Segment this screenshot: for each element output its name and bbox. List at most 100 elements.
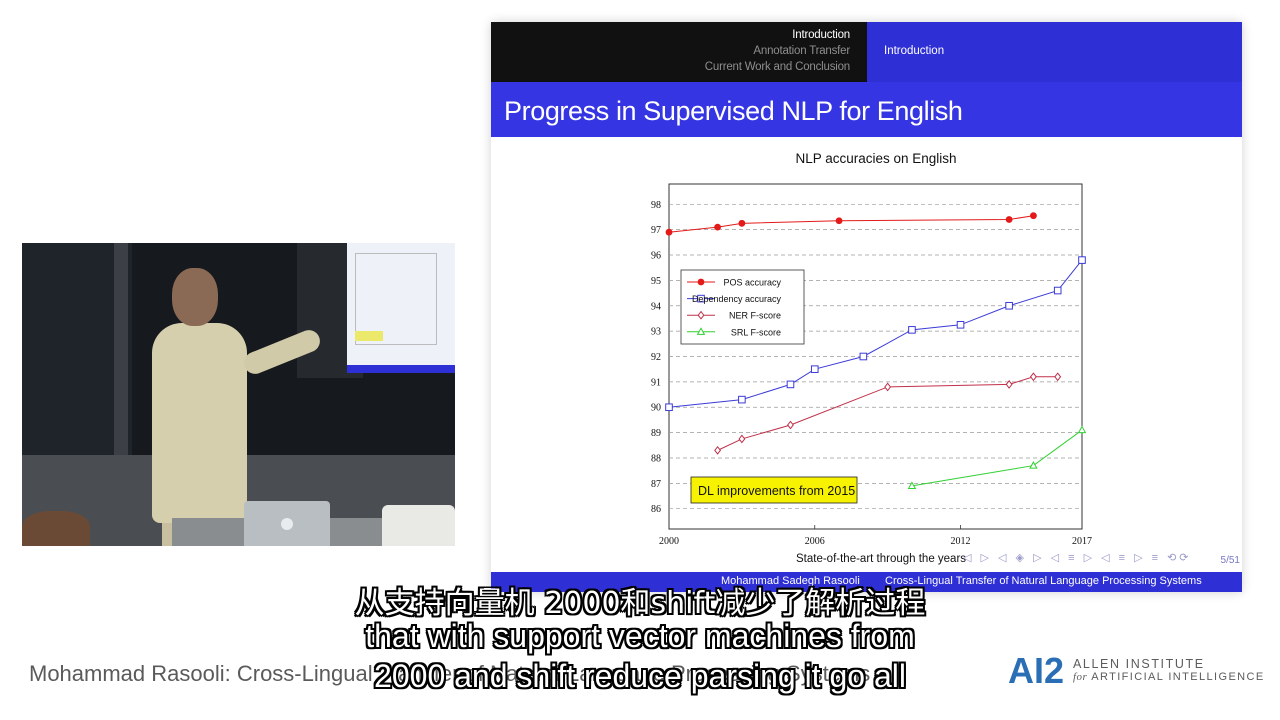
data-point [1005, 216, 1013, 223]
data-point [787, 420, 794, 430]
x-axis-ticks: 2000 2006 2012 2017 [659, 525, 1092, 547]
laptop-logo-icon [281, 518, 293, 530]
grid-lines [669, 203, 1082, 510]
slide-title-bar: Progress in Supervised NLP for English [491, 82, 1242, 137]
subtitle-english-line-1: that with support vector machines from [365, 618, 915, 654]
series-pos-accuracy [665, 212, 1037, 236]
data-point [665, 228, 673, 236]
y-tick-label: 95 [651, 276, 661, 287]
series-layer [665, 212, 1087, 489]
subtitle-english-line-2: 2000 and shift reduce parsing it go all [374, 658, 906, 694]
nav-item-current-work[interactable]: Current Work and Conclusion [704, 61, 850, 73]
legend-marker [697, 278, 705, 286]
y-tick-label: 97 [651, 225, 661, 236]
video-audience-head [22, 511, 90, 546]
annotation-text: DL improvements from 2015 [698, 484, 855, 498]
nav-section-label[interactable]: Introduction [884, 45, 945, 57]
footer-author: Mohammad Sadegh Rasooli [721, 575, 860, 587]
data-point [810, 365, 819, 373]
video-chair [382, 505, 455, 546]
brand-line-2-rest: ARTIFICIAL INTELLIGENCE [1091, 671, 1265, 683]
x-tick-label: 2006 [805, 536, 825, 547]
data-point [1053, 286, 1062, 295]
series-srl-f-score [907, 425, 1087, 489]
nav-item-introduction[interactable]: Introduction [792, 29, 850, 41]
ai2-logo-text: AI2 [1008, 650, 1064, 690]
y-tick-label: 90 [651, 403, 661, 414]
data-point [1029, 461, 1038, 469]
brand-line-2-prefix: for [1073, 671, 1088, 683]
data-point [786, 380, 795, 389]
ai2-logo-icon: AI2 [1008, 650, 1064, 690]
subtitle-chinese: 从支持向量机 2000和shift减少了解析过程 [354, 586, 926, 621]
video-laptop [244, 501, 330, 546]
x-tick-label: 2012 [951, 536, 971, 547]
annotation-box: DL improvements from 2015 [690, 476, 858, 504]
series-line [668, 215, 1034, 233]
nav-item-annotation-transfer[interactable]: Annotation Transfer [753, 45, 850, 57]
slide-nav-outline: Introduction Annotation Transfer Current… [491, 22, 867, 82]
y-tick-label: 94 [651, 301, 661, 312]
video-slide-chart [355, 253, 437, 345]
data-point [884, 382, 892, 392]
data-point [859, 352, 868, 361]
data-point [738, 395, 746, 404]
talk-title: Mohammad Rasooli: Cross-Lingual Transfer… [29, 661, 871, 686]
footer-talk-title: Cross-Lingual Transfer of Natural Langua… [885, 575, 1202, 587]
video-speaker-head [172, 268, 218, 326]
video-speaker [152, 323, 247, 523]
y-tick-label: 86 [651, 504, 661, 515]
y-axis-ticks: 86 87 88 89 90 91 92 93 94 95 96 97 98 [651, 200, 661, 515]
beamer-nav-symbols[interactable]: ◁ ▷ ◁ ◈ ▷ ◁ ≡ ▷ ◁ ≡ ▷ ≡ ⟲⟳ [963, 552, 1192, 564]
legend-marker [697, 294, 705, 303]
legend-marker [696, 327, 706, 335]
video-slide-annotation [355, 331, 383, 341]
brand-line-2: for ARTIFICIAL INTELLIGENCE [1073, 671, 1265, 683]
brand-line-1: ALLEN INSTITUTE [1073, 657, 1205, 671]
y-tick-label: 98 [651, 200, 661, 211]
legend: POS accuracy Dependency accuracy NER F-sco… [680, 269, 805, 345]
data-point [1005, 379, 1013, 389]
slide-title: Progress in Supervised NLP for English [504, 96, 963, 126]
chart-title: NLP accuracies on English [795, 151, 957, 166]
data-point [1030, 212, 1037, 220]
series-dependency-accuracy [665, 256, 1086, 412]
y-tick-label: 91 [651, 377, 661, 388]
data-point [908, 326, 916, 334]
series-ner-f-score [714, 372, 1062, 455]
legend-label: Dependency accuracy [692, 294, 782, 304]
slide-footer: Mohammad Sadegh Rasooli Cross-Lingual Tr… [491, 572, 1242, 592]
y-tick-label: 96 [651, 251, 661, 262]
data-point [907, 481, 917, 489]
y-tick-label: 87 [651, 479, 661, 490]
video-projected-slide [347, 243, 455, 373]
legend-label: POS accuracy [723, 278, 781, 288]
data-point [1077, 425, 1087, 434]
data-point [1029, 372, 1037, 382]
data-point [714, 445, 722, 455]
data-point [665, 403, 673, 412]
slide-page-number: 5/51 [1220, 555, 1240, 566]
x-tick-label: 2000 [659, 536, 679, 547]
data-point [738, 434, 746, 444]
legend-label: SRL F-score [731, 327, 781, 337]
data-point [1054, 372, 1062, 382]
data-point [956, 320, 965, 329]
data-point [738, 219, 746, 227]
speaker-video [22, 243, 455, 546]
y-tick-label: 89 [651, 428, 661, 439]
slide-nav-section-bar: Introduction [867, 22, 1242, 82]
data-point [835, 217, 843, 225]
video-slide-footer [347, 365, 455, 373]
slide-panel: Introduction Annotation Transfer Current… [491, 22, 1242, 592]
x-axis-note: State-of-the-art through the years [796, 553, 967, 565]
data-point [714, 223, 721, 231]
y-tick-label: 88 [651, 453, 661, 464]
y-tick-label: 92 [651, 352, 661, 363]
data-point [1078, 256, 1086, 264]
y-tick-label: 93 [651, 327, 661, 338]
legend-label: NER F-score [729, 311, 781, 321]
series-line [668, 259, 1083, 408]
x-tick-label: 2017 [1072, 536, 1092, 547]
